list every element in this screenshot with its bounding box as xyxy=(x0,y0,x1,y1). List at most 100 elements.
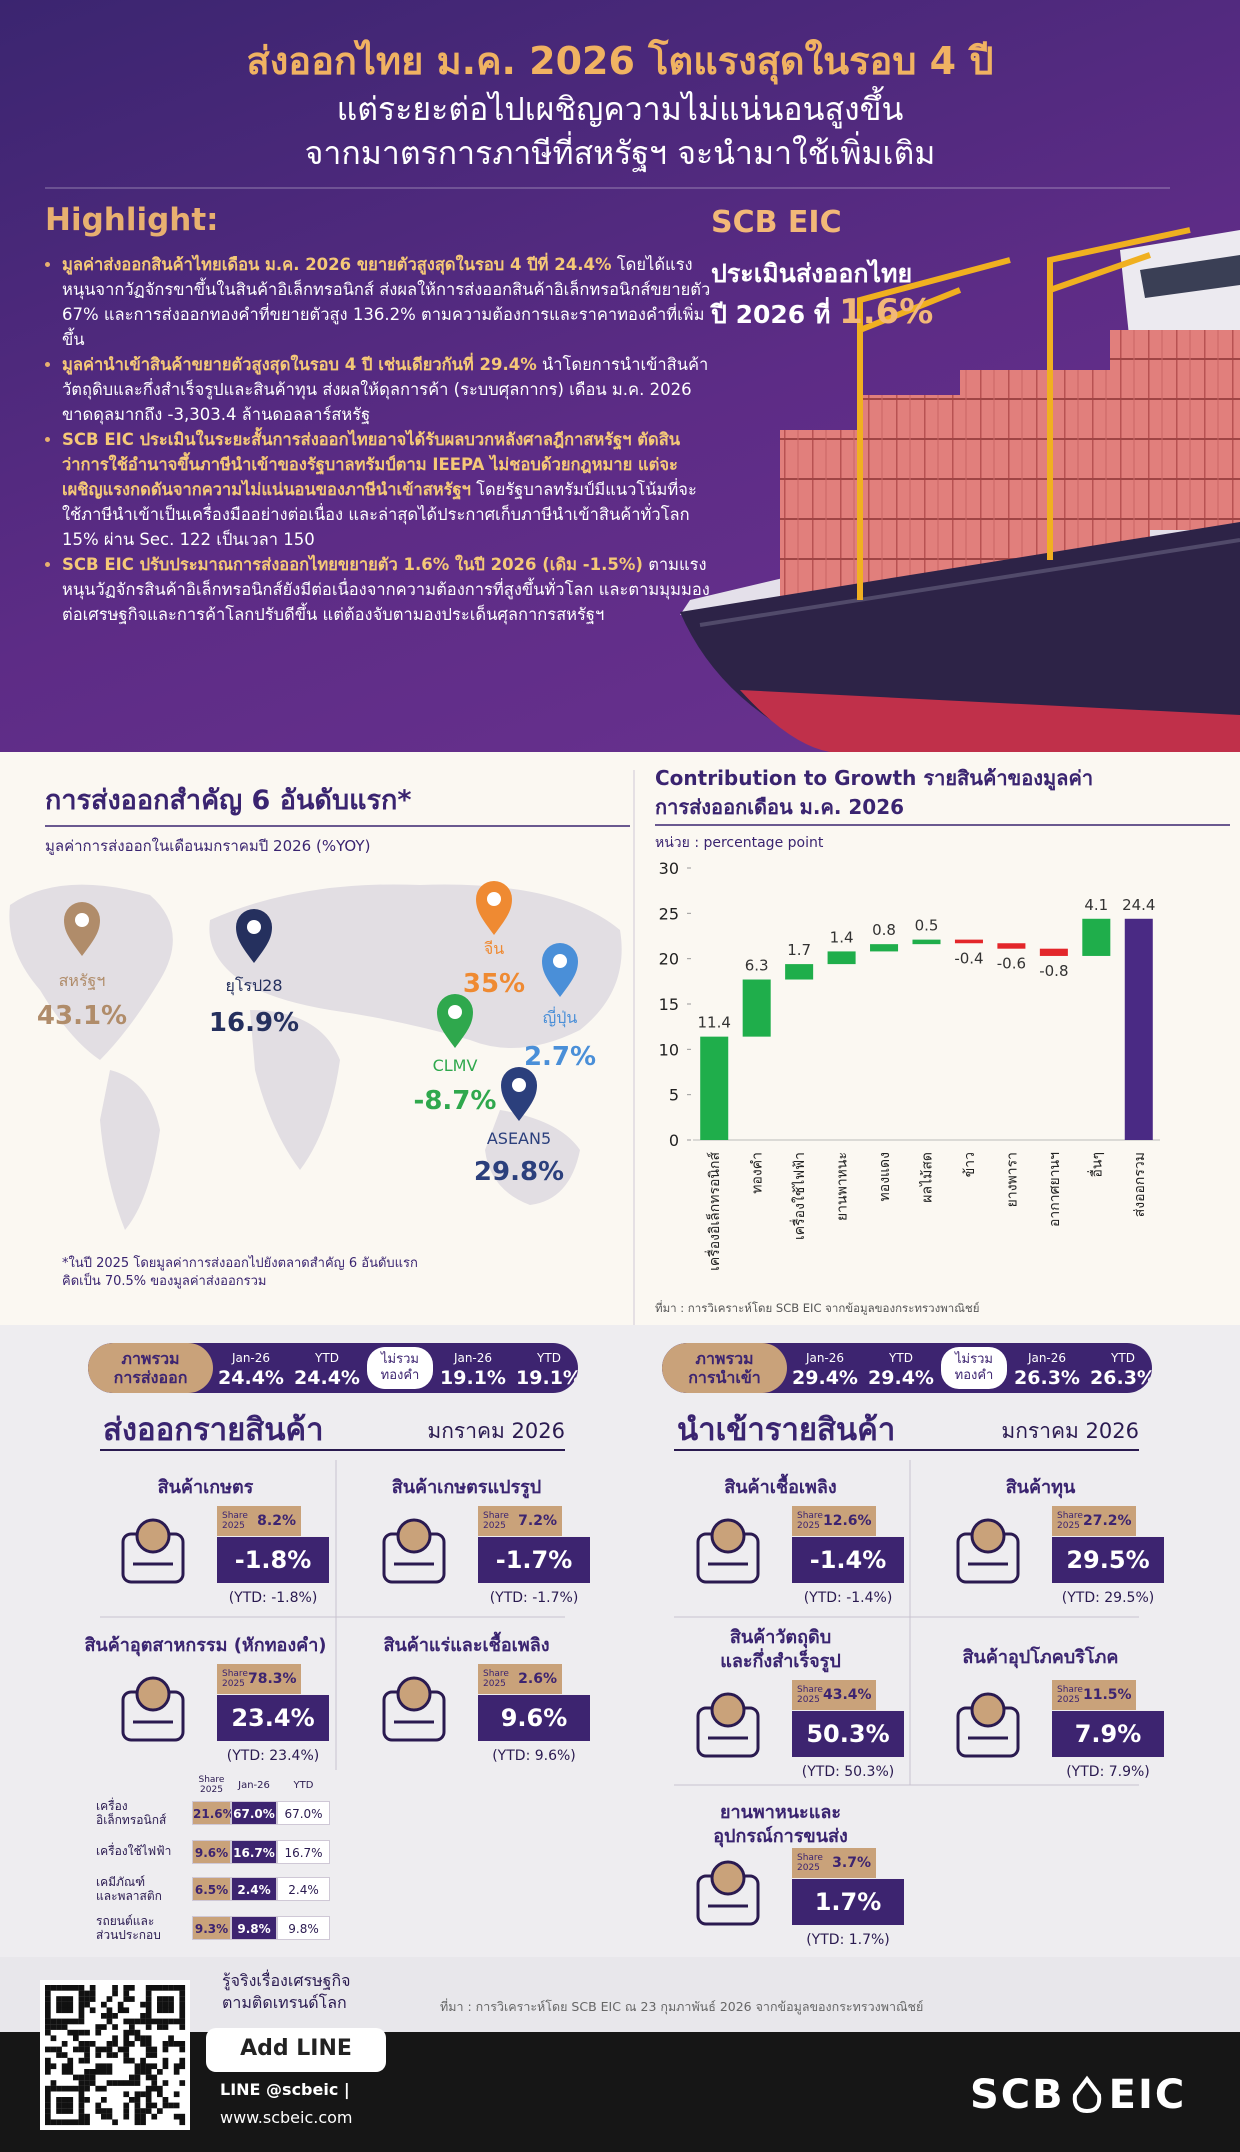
qr-module xyxy=(56,2119,62,2126)
qr-module xyxy=(73,2119,79,2126)
add-line-button[interactable] xyxy=(206,2028,386,2072)
category-title: สินค้าอุตสาหกรรม (หักทองคำ) xyxy=(84,1635,327,1656)
qr-module xyxy=(123,2018,130,2025)
category-icon xyxy=(121,1676,185,1742)
qr-module xyxy=(112,2080,118,2086)
qr-module xyxy=(61,1996,68,2002)
qr-module xyxy=(95,2085,102,2092)
subtitle: จากมาตรการภาษีที่สหรัฐฯ จะนำมาใช้เพิ่มเต… xyxy=(304,134,936,172)
qr-module xyxy=(134,2018,141,2025)
qr-module xyxy=(61,2007,68,2014)
summary-cell-label: YTD xyxy=(889,1351,913,1365)
x-tick-label: เครื่องอิเล็กทรอนิกส์ xyxy=(705,1152,723,1271)
table-row-label-line: รถยนต์และ xyxy=(96,1914,155,1928)
qr-module xyxy=(106,2113,113,2120)
map-pin xyxy=(542,943,578,997)
qr-module xyxy=(129,2029,135,2036)
qr-module xyxy=(157,2085,163,2092)
slogan-line: รู้จริงเรื่องเศรษฐกิจ xyxy=(222,1971,351,1990)
qr-module xyxy=(140,2057,146,2064)
qr-module xyxy=(173,2113,180,2120)
qr-module xyxy=(145,1985,152,1991)
table-header: YTD xyxy=(293,1780,314,1791)
qr-module xyxy=(145,2069,152,2075)
qr-module xyxy=(50,2046,57,2053)
ytd-value: (YTD: -1.7%) xyxy=(489,1590,579,1606)
highlight-list: มูลค่าส่งออกสินค้าไทยเดือน ม.ค. 2026 ขยา… xyxy=(40,252,712,627)
footer-background xyxy=(0,1957,1240,2032)
summary-cell-label: Jan-26 xyxy=(805,1351,845,1365)
table-cell: 9.8% xyxy=(277,1916,330,1940)
market-value: 35% xyxy=(463,969,525,999)
pin-hole xyxy=(553,954,567,968)
qr-module xyxy=(173,2063,180,2070)
qr-module xyxy=(84,2074,90,2081)
summary-cell-label: YTD xyxy=(537,1351,561,1365)
qr-module xyxy=(50,2119,57,2126)
growth-value: 23.4% xyxy=(217,1695,329,1741)
category-title: ยานพาหนะและ xyxy=(719,1802,842,1823)
qr-module xyxy=(89,2074,96,2081)
qr-module xyxy=(78,2074,85,2081)
pin-hole xyxy=(487,892,501,906)
qr-module xyxy=(84,2057,90,2064)
qr-module xyxy=(95,2069,102,2075)
summary-label-line: การนำเข้า xyxy=(688,1368,761,1387)
icon-accent xyxy=(710,1518,746,1554)
bar xyxy=(954,939,983,944)
qr-module xyxy=(134,2108,141,2114)
qr-module xyxy=(67,1985,74,1991)
icon-accent xyxy=(710,1860,746,1896)
qr-module xyxy=(112,2024,118,2030)
value-label: -0.6 xyxy=(997,955,1026,973)
qr-module xyxy=(145,2001,152,2008)
market-value: 29.8% xyxy=(474,1157,564,1187)
qr-module xyxy=(45,2085,51,2092)
qr-module xyxy=(179,2063,186,2070)
qr-module xyxy=(162,2063,169,2070)
qr-module xyxy=(78,1996,85,2002)
qr-module xyxy=(95,2063,102,2070)
table-header: Share xyxy=(198,1775,225,1785)
qr-module xyxy=(173,2018,180,2025)
qr-module xyxy=(179,2113,186,2120)
qr-module xyxy=(67,1996,74,2002)
ex-gold-line: ไม่รวม xyxy=(955,1352,993,1367)
qr-module xyxy=(168,1996,174,2002)
ytd-value: (YTD: 29.5%) xyxy=(1061,1590,1155,1606)
qr-module xyxy=(78,1985,85,1991)
pin-shape xyxy=(236,909,272,963)
qr-module xyxy=(162,2046,169,2053)
qr-module xyxy=(84,2001,90,2008)
highlight-item: มูลค่าส่งออกสินค้าไทยเดือน ม.ค. 2026 ขยา… xyxy=(62,252,712,352)
qr-module xyxy=(67,2085,74,2092)
qr-module xyxy=(145,2018,152,2025)
market-name: จีน xyxy=(484,939,504,958)
qr-module xyxy=(179,2007,186,2014)
logo-part: SCB xyxy=(970,2072,1065,2118)
logo-part: EIC xyxy=(1108,2072,1187,2118)
export-month: มกราคม 2026 xyxy=(427,1419,565,1443)
qr-module xyxy=(134,2029,141,2036)
highlight-lead: มูลค่าส่งออกสินค้าไทยเดือน ม.ค. 2026 ขยา… xyxy=(62,255,612,274)
logo: SCB EIC xyxy=(970,2072,1186,2118)
website[interactable]: www.scbeic.com xyxy=(220,2108,353,2127)
qr-module xyxy=(123,2029,130,2036)
qr-module xyxy=(151,2085,158,2092)
icon-accent xyxy=(135,1676,171,1712)
add-line-label[interactable]: Add LINE xyxy=(240,2036,352,2061)
qr-module xyxy=(140,2013,146,2019)
qr-module xyxy=(157,2091,163,2098)
qr-module xyxy=(179,2057,186,2064)
ytd-value: (YTD: 9.6%) xyxy=(492,1748,576,1764)
market-name: ยุโรป28 xyxy=(225,976,282,996)
table-row-label-line: เคมีภัณฑ์ xyxy=(96,1875,146,1889)
summary-cell: YTD 29.4% xyxy=(863,1348,939,1388)
category-title: สินค้าวัตถุดิบ xyxy=(729,1627,832,1648)
market-name: ASEAN5 xyxy=(487,1129,551,1148)
qr-module xyxy=(84,2052,90,2058)
table-row-label-line: ส่วนประกอบ xyxy=(96,1928,161,1942)
qr-module xyxy=(73,2085,79,2092)
qr-module xyxy=(45,2007,51,2014)
qr-module xyxy=(129,2057,135,2064)
